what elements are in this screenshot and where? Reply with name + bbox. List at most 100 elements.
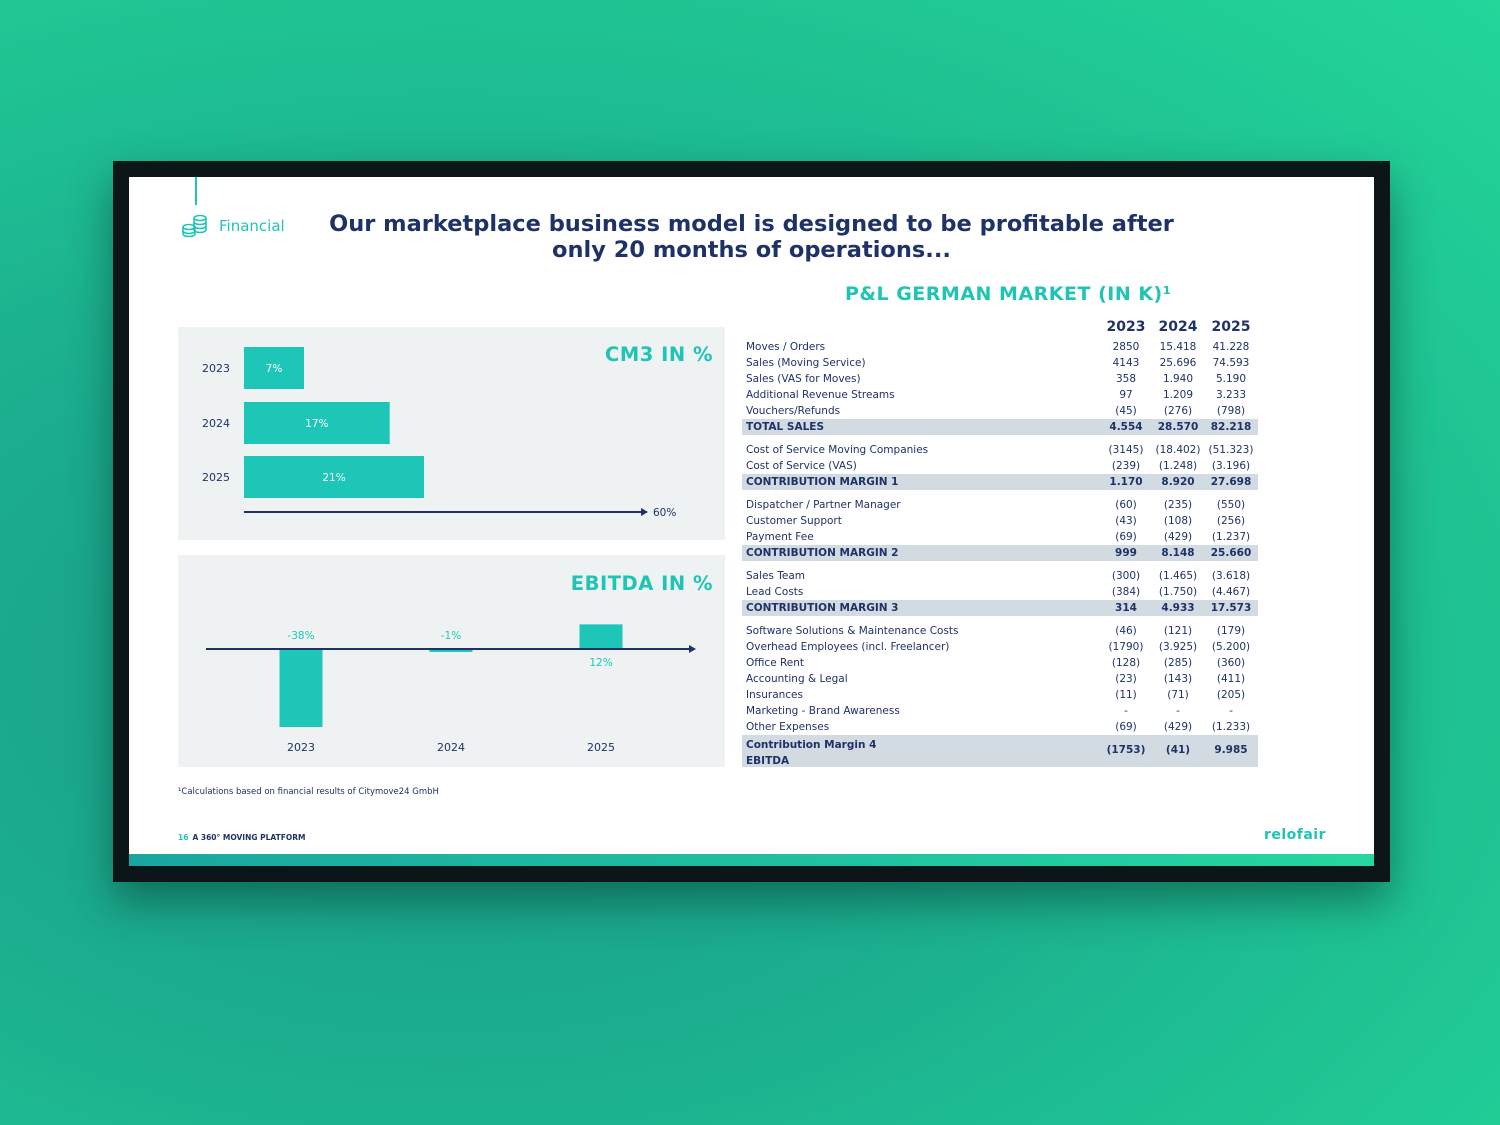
pl-cell-2024: (1.750) — [1158, 586, 1198, 598]
cm3-bar — [244, 456, 424, 498]
pl-row-label-text: Lead Costs — [746, 586, 804, 598]
section-label: Financial — [219, 217, 285, 235]
pl-row-label: Insurances — [746, 689, 803, 701]
pl-row: Cost of Service Moving Companies (3145) (1… — [742, 442, 1258, 458]
pl-row: Sales (Moving Service) 4143 25.696 74.593 — [742, 355, 1258, 371]
cm3-value-label: 21% — [322, 472, 345, 484]
pl-row: Marketing - Brand Awareness - - - — [742, 703, 1258, 719]
pl-cell-2024: (41) — [1165, 744, 1191, 756]
pl-cell-2023: (300) — [1111, 570, 1141, 582]
pl-row-label-text: Sales Team — [746, 570, 806, 582]
pl-row-label: Vouchers/Refunds — [746, 405, 840, 417]
ebitda-chart-title: EBITDA IN % — [570, 572, 713, 595]
pl-row-label-text: Sales (Moving Service) — [746, 357, 866, 369]
slide: Financial Our marketplace business model… — [129, 177, 1374, 866]
ebitda-value-label: -38% — [287, 630, 314, 642]
pl-row-label-text: Cost of Service Moving Companies — [746, 444, 929, 456]
ebitda-value-label: -1% — [441, 630, 461, 642]
pl-row: Dispatcher / Partner Manager (60) (235) (55… — [742, 497, 1258, 513]
pl-cell-2024: (429) — [1163, 531, 1193, 543]
pl-group-gap — [742, 435, 1258, 442]
pl-cell-2024: (1.465) — [1158, 570, 1198, 582]
pl-total-row: CONTRIBUTION MARGIN 2 999 8.148 25.660 — [742, 545, 1258, 561]
pl-cell-2025: 27.698 — [1210, 476, 1252, 488]
pl-cell-2025: (1.237) — [1211, 531, 1251, 543]
pl-row-label: Accounting & Legal — [746, 673, 848, 685]
pl-row-label: Cost of Service Moving Companies — [746, 444, 928, 456]
pl-cell-2023: 4143 — [1112, 357, 1140, 369]
pl-row-label: Lead Costs — [746, 586, 803, 598]
pl-cell-2023: (23) — [1115, 673, 1137, 685]
pl-cell-2023: 314 — [1115, 602, 1137, 614]
pl-cell-2023: (60) — [1115, 499, 1137, 511]
page-number: 16 — [178, 833, 189, 842]
footnote: ¹Calculations based on financial results… — [178, 787, 439, 797]
pl-cell-2023: 97 — [1119, 389, 1133, 401]
pl-row-label-text: Other Expenses — [746, 721, 830, 733]
pl-cell-2025: 9.985 — [1214, 744, 1248, 756]
pl-cell-2025: (411) — [1216, 673, 1246, 685]
pl-cell-2023: 999 — [1115, 547, 1137, 559]
pl-table: 2023 2024 2025 Moves / Orders 2850 15.418 4… — [742, 315, 1258, 767]
cm3-chart: 2023 7% 2024 17% 2025 21% 60% — [202, 347, 676, 519]
pl-row-label-text: Overhead Employees (incl. Freelancer) — [746, 641, 950, 653]
pl-row-label: TOTAL SALES — [746, 421, 824, 433]
pl-group-gap — [742, 561, 1258, 568]
pl-cell-2024: (108) — [1163, 515, 1193, 527]
pl-cell-2024: (429) — [1163, 721, 1193, 733]
cm3-value-label: 17% — [305, 418, 328, 430]
ebitda-category-label: 2023 — [287, 741, 315, 754]
pl-row-label: Office Rent — [746, 657, 804, 669]
ebitda-chart-panel: EBITDA IN % -38% 2023 -1% 2024 12% 2025 — [178, 555, 725, 767]
pl-cell-2023: - — [1124, 705, 1128, 717]
pl-row-label-text: Software Solutions & Maintenance Costs — [746, 625, 959, 637]
pl-row-label-text: Vouchers/Refunds — [746, 405, 841, 417]
cm3-category-label: 2024 — [202, 417, 230, 430]
cm3-category-label: 2025 — [202, 471, 230, 484]
pl-row-label: Payment Fee — [746, 531, 814, 543]
pl-cell-2024: (143) — [1163, 673, 1193, 685]
pl-cell-2025: (360) — [1216, 657, 1246, 669]
pl-row-label-text: CONTRIBUTION MARGIN 3 — [746, 602, 899, 614]
pl-total-row: CONTRIBUTION MARGIN 3 314 4.933 17.573 — [742, 600, 1258, 616]
ebitda-bar — [429, 649, 473, 652]
ebitda-chart: -38% 2023 -1% 2024 12% 2025 — [206, 624, 696, 754]
pl-year-2023: 2023 — [1106, 319, 1146, 335]
pl-cell-2024: (121) — [1163, 625, 1193, 637]
pl-cell-2023: (43) — [1115, 515, 1137, 527]
pl-row-label: Customer Support — [746, 515, 842, 527]
pl-row-label: Contribution Margin 4 EBITDA — [746, 737, 876, 769]
pl-year-2024: 2024 — [1158, 319, 1198, 335]
ebitda-axis-arrow — [689, 645, 696, 653]
pl-cell-2025: (4.467) — [1211, 586, 1251, 598]
pl-cell-2025: - — [1229, 705, 1233, 717]
pl-row: Payment Fee (69) (429) (1.237) — [742, 529, 1258, 545]
pl-cell-2025: 17.573 — [1210, 602, 1252, 614]
pl-cell-2023: 358 — [1115, 373, 1137, 385]
pl-row-label: Sales (Moving Service) — [746, 357, 866, 369]
pl-row-label-text: CONTRIBUTION MARGIN 1 — [746, 476, 899, 488]
pl-row-label: Cost of Service (VAS) — [746, 460, 857, 472]
pl-cell-2023: (11) — [1115, 689, 1137, 701]
pl-body: Moves / Orders 2850 15.418 41.228 Sales (Mov… — [742, 339, 1258, 767]
pl-group-gap — [742, 490, 1258, 497]
pl-row-label-text: Sales (VAS for Moves) — [746, 373, 861, 385]
pl-row-label-text: Contribution Margin 4 — [746, 739, 877, 751]
pl-cell-2024: (71) — [1167, 689, 1189, 701]
pl-cell-2024: 28.570 — [1157, 421, 1199, 433]
pl-cell-2024: 8.920 — [1161, 476, 1195, 488]
pl-row: Software Solutions & Maintenance Costs (4… — [742, 623, 1258, 639]
pl-cell-2024: 15.418 — [1159, 341, 1197, 353]
pl-row: Insurances (11) (71) (205) — [742, 687, 1258, 703]
pl-row-label-text: Customer Support — [746, 515, 842, 527]
pl-cell-2025: (179) — [1216, 625, 1246, 637]
accent-line — [195, 177, 197, 205]
pl-row-label: CONTRIBUTION MARGIN 3 — [746, 602, 898, 614]
pl-cell-2024: 4.933 — [1161, 602, 1195, 614]
pl-row: Customer Support (43) (108) (256) — [742, 513, 1258, 529]
brand-logo: relofair — [1263, 827, 1326, 843]
pl-cell-2025: (550) — [1216, 499, 1246, 511]
pl-total-row: CONTRIBUTION MARGIN 1 1.170 8.920 27.698 — [742, 474, 1258, 490]
ebitda-bar — [579, 624, 623, 649]
cm3-bar — [244, 347, 304, 389]
